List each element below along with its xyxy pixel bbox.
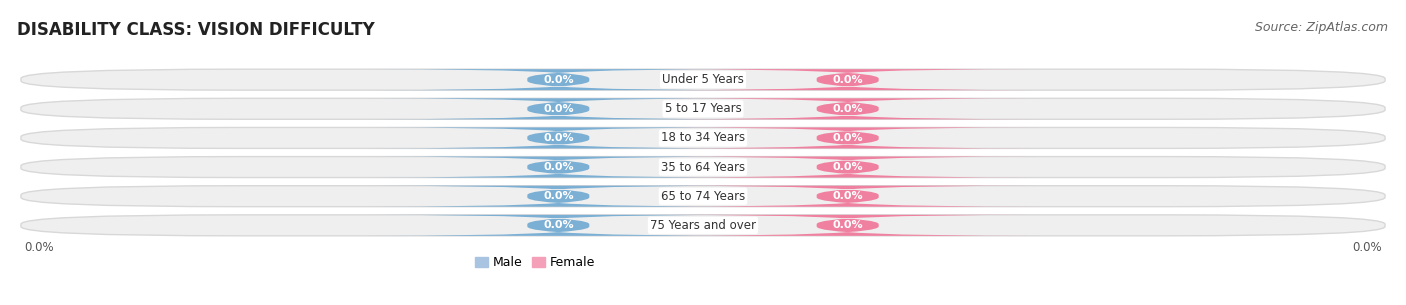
Text: 0.0%: 0.0% [832, 162, 863, 172]
Text: DISABILITY CLASS: VISION DIFFICULTY: DISABILITY CLASS: VISION DIFFICULTY [17, 21, 374, 39]
FancyBboxPatch shape [368, 69, 748, 90]
FancyBboxPatch shape [658, 69, 1038, 90]
Text: 0.0%: 0.0% [832, 220, 863, 230]
FancyBboxPatch shape [368, 186, 748, 207]
FancyBboxPatch shape [368, 156, 748, 178]
Text: 0.0%: 0.0% [1353, 241, 1382, 254]
Text: 5 to 17 Years: 5 to 17 Years [665, 102, 741, 115]
FancyBboxPatch shape [658, 98, 1038, 119]
FancyBboxPatch shape [368, 215, 748, 236]
FancyBboxPatch shape [658, 127, 1038, 149]
FancyBboxPatch shape [21, 156, 1385, 178]
FancyBboxPatch shape [368, 127, 748, 149]
Text: 0.0%: 0.0% [543, 220, 574, 230]
Text: 0.0%: 0.0% [543, 133, 574, 143]
Text: 18 to 34 Years: 18 to 34 Years [661, 131, 745, 145]
Text: Source: ZipAtlas.com: Source: ZipAtlas.com [1254, 21, 1388, 34]
FancyBboxPatch shape [658, 156, 1038, 178]
Text: 0.0%: 0.0% [832, 104, 863, 114]
Text: 0.0%: 0.0% [832, 75, 863, 85]
Text: 65 to 74 Years: 65 to 74 Years [661, 190, 745, 203]
Text: 35 to 64 Years: 35 to 64 Years [661, 160, 745, 174]
Text: 0.0%: 0.0% [543, 162, 574, 172]
Text: 0.0%: 0.0% [543, 191, 574, 201]
FancyBboxPatch shape [21, 215, 1385, 236]
FancyBboxPatch shape [21, 186, 1385, 207]
Text: 0.0%: 0.0% [543, 75, 574, 85]
Text: 0.0%: 0.0% [832, 191, 863, 201]
FancyBboxPatch shape [21, 69, 1385, 90]
Text: 0.0%: 0.0% [832, 133, 863, 143]
Text: 0.0%: 0.0% [543, 104, 574, 114]
FancyBboxPatch shape [368, 98, 748, 119]
Legend: Male, Female: Male, Female [475, 256, 595, 269]
Text: 0.0%: 0.0% [24, 241, 53, 254]
FancyBboxPatch shape [21, 127, 1385, 149]
Text: Under 5 Years: Under 5 Years [662, 73, 744, 86]
FancyBboxPatch shape [21, 98, 1385, 119]
FancyBboxPatch shape [658, 215, 1038, 236]
Text: 75 Years and over: 75 Years and over [650, 219, 756, 232]
FancyBboxPatch shape [658, 186, 1038, 207]
